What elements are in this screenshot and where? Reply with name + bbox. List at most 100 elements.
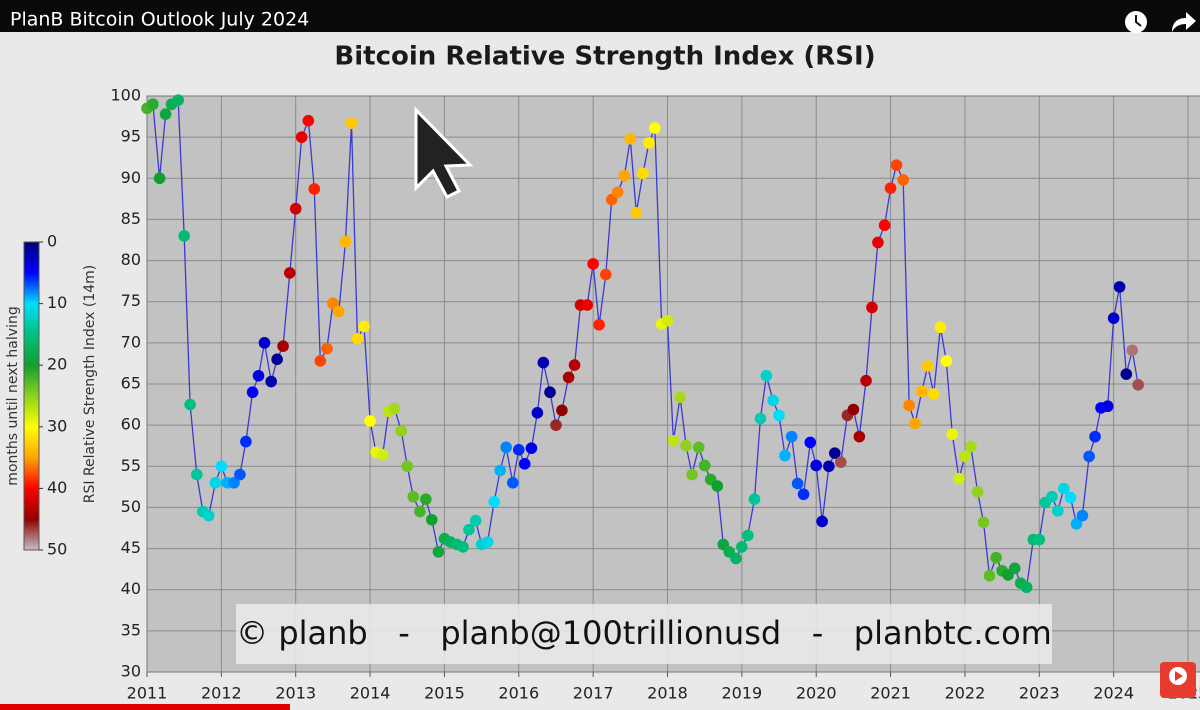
y-tick-label: 55 xyxy=(121,456,141,475)
rsi-point xyxy=(333,305,345,318)
rsi-point xyxy=(921,360,934,372)
rsi-point xyxy=(265,375,277,388)
watermark-box xyxy=(236,604,1052,664)
rsi-point xyxy=(611,186,624,199)
rsi-point xyxy=(853,430,866,443)
rsi-point xyxy=(246,386,259,399)
rsi-point xyxy=(884,182,897,194)
rsi-point xyxy=(425,513,438,526)
rsi-point xyxy=(463,523,475,536)
chart-title: Bitcoin Relative Strength Index (RSI) xyxy=(334,42,875,72)
rsi-point xyxy=(748,493,761,506)
rsi-point xyxy=(953,472,965,485)
rsi-point xyxy=(345,117,358,129)
progress-bar[interactable] xyxy=(0,704,290,710)
rsi-point xyxy=(178,230,190,242)
colorbar-label: months until next halving xyxy=(5,306,21,485)
rsi-point xyxy=(742,529,754,542)
rsi-point xyxy=(1033,533,1046,546)
rsi-point xyxy=(159,108,172,120)
rsi-point xyxy=(637,167,649,180)
rsi-point xyxy=(277,340,289,352)
rsi-point xyxy=(990,551,1002,564)
rsi-point xyxy=(401,460,414,473)
rsi-point xyxy=(258,337,271,349)
rsi-point xyxy=(773,409,785,422)
rsi-point xyxy=(959,450,971,463)
x-tick-label: 2021 xyxy=(870,684,911,703)
rsi-point xyxy=(234,468,246,481)
rsi-point xyxy=(488,495,501,508)
colorbar-tick-label: 10 xyxy=(47,293,67,312)
plot-area: 30 35 40 45 50 55 60 65 70 75 80 85 90 95 100 2011 2012 2… xyxy=(110,86,1200,703)
rsi-point xyxy=(977,516,990,529)
x-tick-label: 2020 xyxy=(796,684,837,703)
x-tick-label: 2015 xyxy=(424,684,465,703)
rsi-point xyxy=(302,114,315,127)
rsi-point xyxy=(568,359,581,371)
y-tick-label: 45 xyxy=(121,538,141,557)
rsi-point xyxy=(500,441,512,454)
video-title[interactable]: PlanB Bitcoin Outlook July 2024 xyxy=(10,9,309,31)
rsi-point xyxy=(680,439,692,452)
rsi-point xyxy=(407,490,419,503)
rsi-point xyxy=(587,258,599,270)
rsi-point xyxy=(289,202,302,215)
rsi-point xyxy=(903,399,915,412)
rsi-point xyxy=(878,219,891,231)
rsi-point xyxy=(692,441,705,454)
rsi-point xyxy=(730,552,742,565)
rsi-point xyxy=(147,98,159,111)
plot-border xyxy=(146,95,1200,673)
rsi-point xyxy=(940,355,953,367)
watch-later-icon[interactable] xyxy=(1125,11,1147,33)
rsi-point xyxy=(581,299,593,311)
watermark-text: © planb - planb@100trillionusd - planbtc… xyxy=(236,614,1052,652)
x-tick-label: 2011 xyxy=(127,684,168,703)
rsi-point xyxy=(494,464,506,477)
rsi-point xyxy=(153,172,166,185)
rsi-point xyxy=(1020,581,1033,594)
rsi-point xyxy=(252,369,265,382)
rsi-point xyxy=(358,320,370,333)
y-tick-label: 75 xyxy=(121,291,141,310)
rsi-point xyxy=(1076,509,1089,522)
rsi-point xyxy=(890,159,903,171)
rsi-point xyxy=(339,235,352,248)
y-tick-label: 40 xyxy=(121,579,141,598)
x-tick-label: 2017 xyxy=(573,684,614,703)
rsi-point xyxy=(209,476,222,489)
rsi-point xyxy=(512,444,525,456)
rsi-point xyxy=(531,407,544,419)
rsi-point xyxy=(507,476,519,489)
rsi-point xyxy=(698,459,711,472)
rsi-point xyxy=(414,505,426,518)
colorbar xyxy=(23,241,40,551)
y-tick-label: 35 xyxy=(121,620,141,639)
rsi-point xyxy=(785,430,798,443)
rsi-point xyxy=(556,404,568,417)
rsi-point xyxy=(823,460,835,473)
rsi-point xyxy=(240,435,252,448)
rsi-point xyxy=(791,477,804,490)
rsi-point xyxy=(562,371,575,384)
rsi-point xyxy=(469,514,482,527)
rsi-point xyxy=(1126,344,1139,357)
rsi-point xyxy=(797,488,810,501)
rsi-point xyxy=(927,388,940,400)
y-tick-label: 85 xyxy=(121,209,141,228)
video-top-bar xyxy=(0,0,1200,32)
rsi-point xyxy=(215,460,228,473)
colorbar-tick-label: 40 xyxy=(47,478,67,497)
channel-logo[interactable] xyxy=(1160,662,1196,698)
x-tick-label: 2018 xyxy=(647,684,688,703)
mouse-cursor xyxy=(414,106,474,199)
share-icon[interactable] xyxy=(1172,12,1196,32)
rsi-point xyxy=(1008,562,1021,575)
rsi-point xyxy=(593,318,605,331)
y-tick-label: 50 xyxy=(121,497,141,516)
x-tick-label: 2012 xyxy=(201,684,242,703)
rsi-point xyxy=(767,394,779,407)
y-tick-label: 30 xyxy=(121,662,141,681)
rsi-point xyxy=(711,480,724,492)
